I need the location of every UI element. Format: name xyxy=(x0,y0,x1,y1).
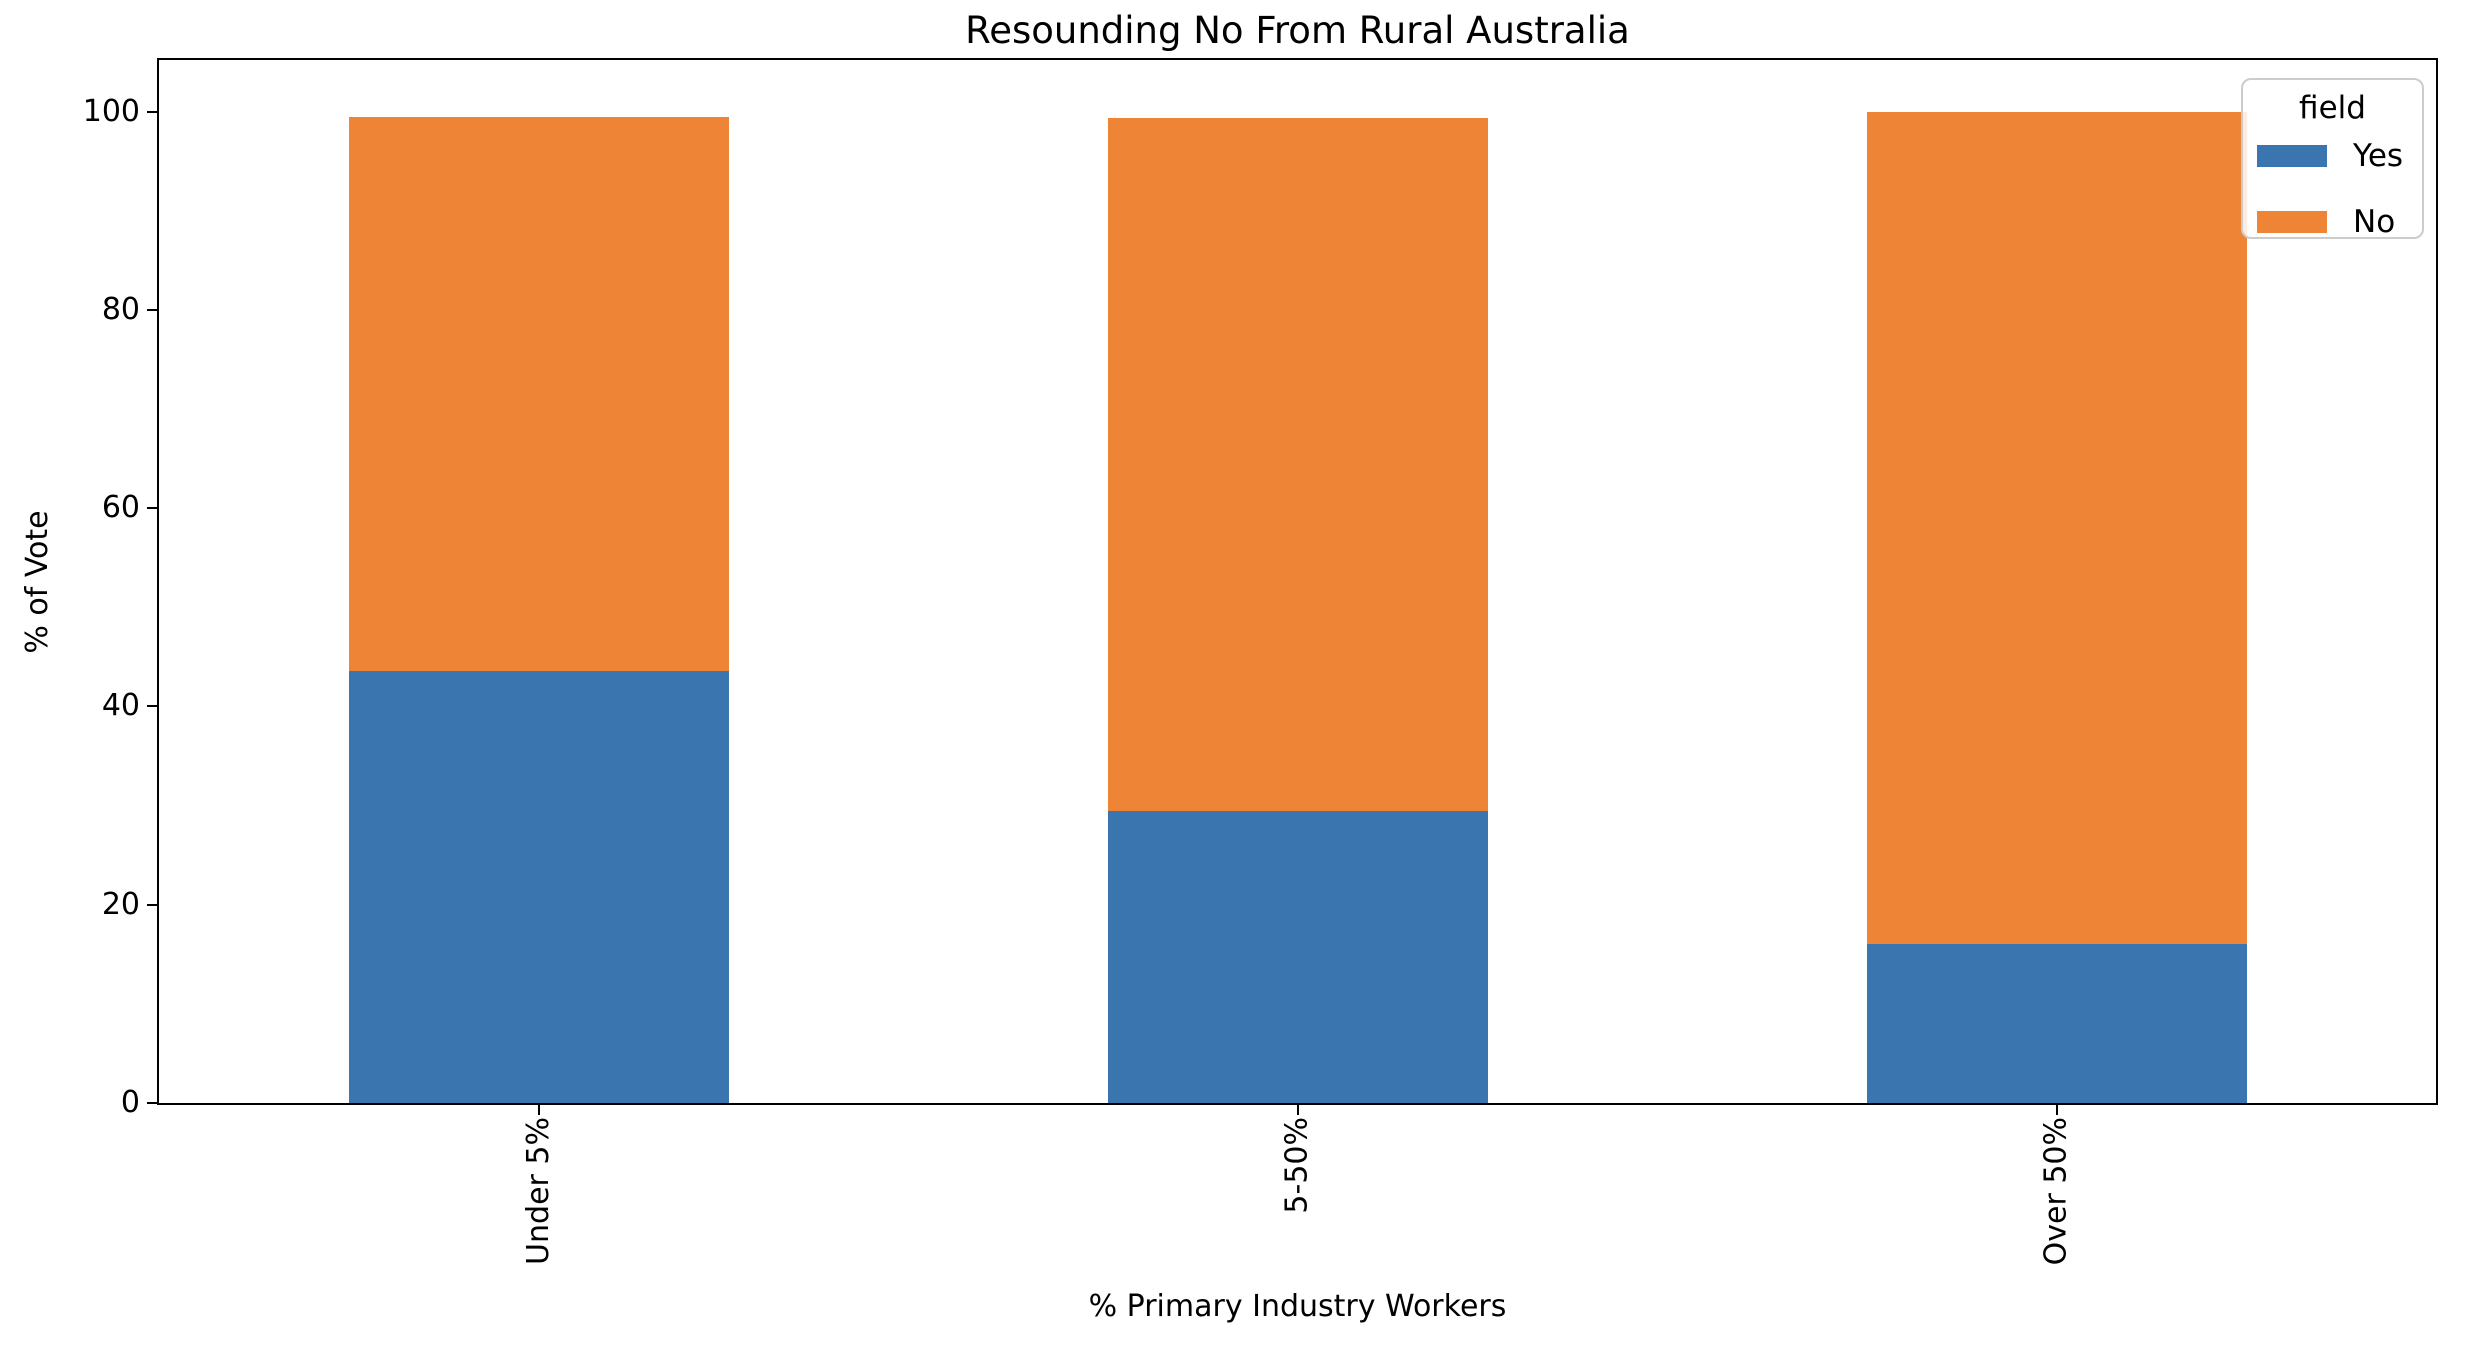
bar-stack xyxy=(349,116,729,1103)
x-axis-label: % Primary Industry Workers xyxy=(1088,1289,1507,1324)
y-tick-mark xyxy=(147,110,157,113)
y-tick-mark xyxy=(147,705,157,708)
y-axis-label: % of Vote xyxy=(20,510,55,654)
bar-stack xyxy=(1108,117,1488,1103)
bar-segment-yes xyxy=(1867,944,2247,1103)
bar-segment-no xyxy=(1867,111,2247,945)
plot-area: field Yes No xyxy=(157,58,2438,1105)
bar-stack xyxy=(1867,111,2247,1103)
x-tick-label: Over 50% xyxy=(2038,1117,2074,1266)
x-tick-label: Under 5% xyxy=(520,1117,556,1265)
x-tick-mark xyxy=(1296,1105,1299,1115)
x-tick-mark xyxy=(2055,1105,2058,1115)
legend-label-yes: Yes xyxy=(2353,138,2404,174)
x-tick-label: 5-50% xyxy=(1279,1117,1315,1214)
y-tick-label: 80 xyxy=(101,291,140,327)
legend-swatch-no-icon xyxy=(2257,211,2327,233)
y-tick-mark xyxy=(147,1102,157,1104)
legend-item-no: No xyxy=(2257,204,2408,240)
legend-label-no: No xyxy=(2353,204,2396,240)
y-tick-label: 60 xyxy=(101,490,140,526)
bar-segment-no xyxy=(1108,117,1488,811)
legend-swatch-yes-icon xyxy=(2257,145,2327,167)
y-tick-label: 100 xyxy=(82,93,140,129)
bar-segment-yes xyxy=(349,670,729,1103)
y-tick-mark xyxy=(147,507,157,510)
legend-item-yes: Yes xyxy=(2257,138,2408,174)
y-tick-mark xyxy=(147,903,157,906)
legend-title: field xyxy=(2299,90,2366,126)
y-tick-label: 0 xyxy=(120,1085,140,1120)
bar-segment-no xyxy=(349,116,729,671)
y-tick-mark xyxy=(147,308,157,311)
y-tick-label: 20 xyxy=(101,886,140,922)
y-tick-label: 40 xyxy=(101,688,140,724)
x-tick-mark xyxy=(537,1105,540,1115)
chart-title: Resounding No From Rural Australia xyxy=(965,9,1630,52)
bar-segment-yes xyxy=(1108,810,1488,1103)
legend: field Yes No xyxy=(2241,78,2424,240)
